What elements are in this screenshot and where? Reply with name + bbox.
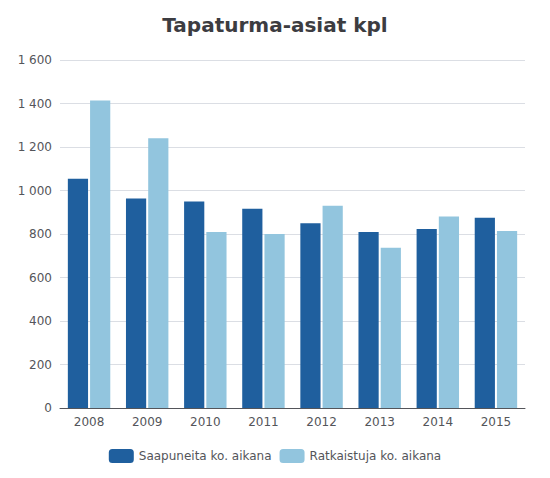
svg-text:600: 600 bbox=[29, 271, 52, 285]
svg-text:1 400: 1 400 bbox=[18, 97, 52, 111]
svg-text:Saapuneita ko. aikana: Saapuneita ko. aikana bbox=[139, 449, 272, 463]
svg-text:Tapaturma-asiat kpl: Tapaturma-asiat kpl bbox=[162, 13, 387, 37]
svg-text:1 200: 1 200 bbox=[18, 140, 52, 154]
svg-text:2008: 2008 bbox=[74, 415, 105, 429]
svg-text:2010: 2010 bbox=[190, 415, 221, 429]
svg-text:2012: 2012 bbox=[306, 415, 337, 429]
svg-text:400: 400 bbox=[29, 314, 52, 328]
svg-text:2011: 2011 bbox=[248, 415, 279, 429]
svg-text:800: 800 bbox=[29, 227, 52, 241]
svg-text:2014: 2014 bbox=[423, 415, 454, 429]
svg-text:1 600: 1 600 bbox=[18, 53, 52, 67]
svg-text:200: 200 bbox=[29, 358, 52, 372]
svg-text:2015: 2015 bbox=[481, 415, 512, 429]
svg-text:Ratkaistuja ko. aikana: Ratkaistuja ko. aikana bbox=[310, 449, 442, 463]
svg-text:0: 0 bbox=[44, 401, 52, 415]
svg-text:1 000: 1 000 bbox=[18, 184, 52, 198]
svg-text:2009: 2009 bbox=[132, 415, 163, 429]
svg-text:2013: 2013 bbox=[364, 415, 395, 429]
